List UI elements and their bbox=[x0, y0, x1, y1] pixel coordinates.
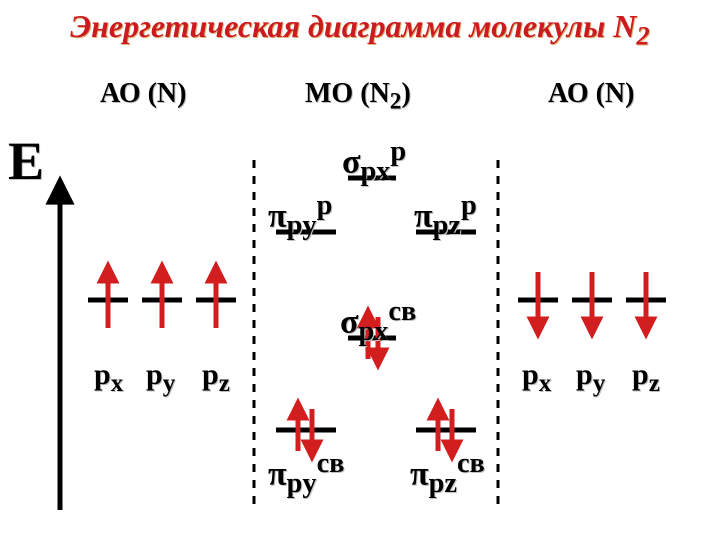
ao-label: py bbox=[576, 358, 605, 398]
ao-label: pz bbox=[632, 358, 660, 398]
mo-label: σpxр bbox=[342, 136, 406, 188]
ao-label: py bbox=[146, 358, 175, 398]
ao-label: px bbox=[522, 358, 551, 398]
mo-label: πpzр bbox=[414, 190, 477, 242]
column-header: АО (N) bbox=[548, 78, 634, 110]
mo-label: πpzсв bbox=[410, 448, 485, 500]
mo-label: πpyр bbox=[268, 190, 332, 242]
ao-label: pz bbox=[202, 358, 230, 398]
column-header: МО (N2) bbox=[305, 78, 411, 116]
mo-label: σpxсв bbox=[340, 296, 416, 348]
mo-label: πpyсв bbox=[268, 448, 344, 500]
ao-label: px bbox=[94, 358, 123, 398]
column-header: АО (N) bbox=[100, 78, 186, 110]
